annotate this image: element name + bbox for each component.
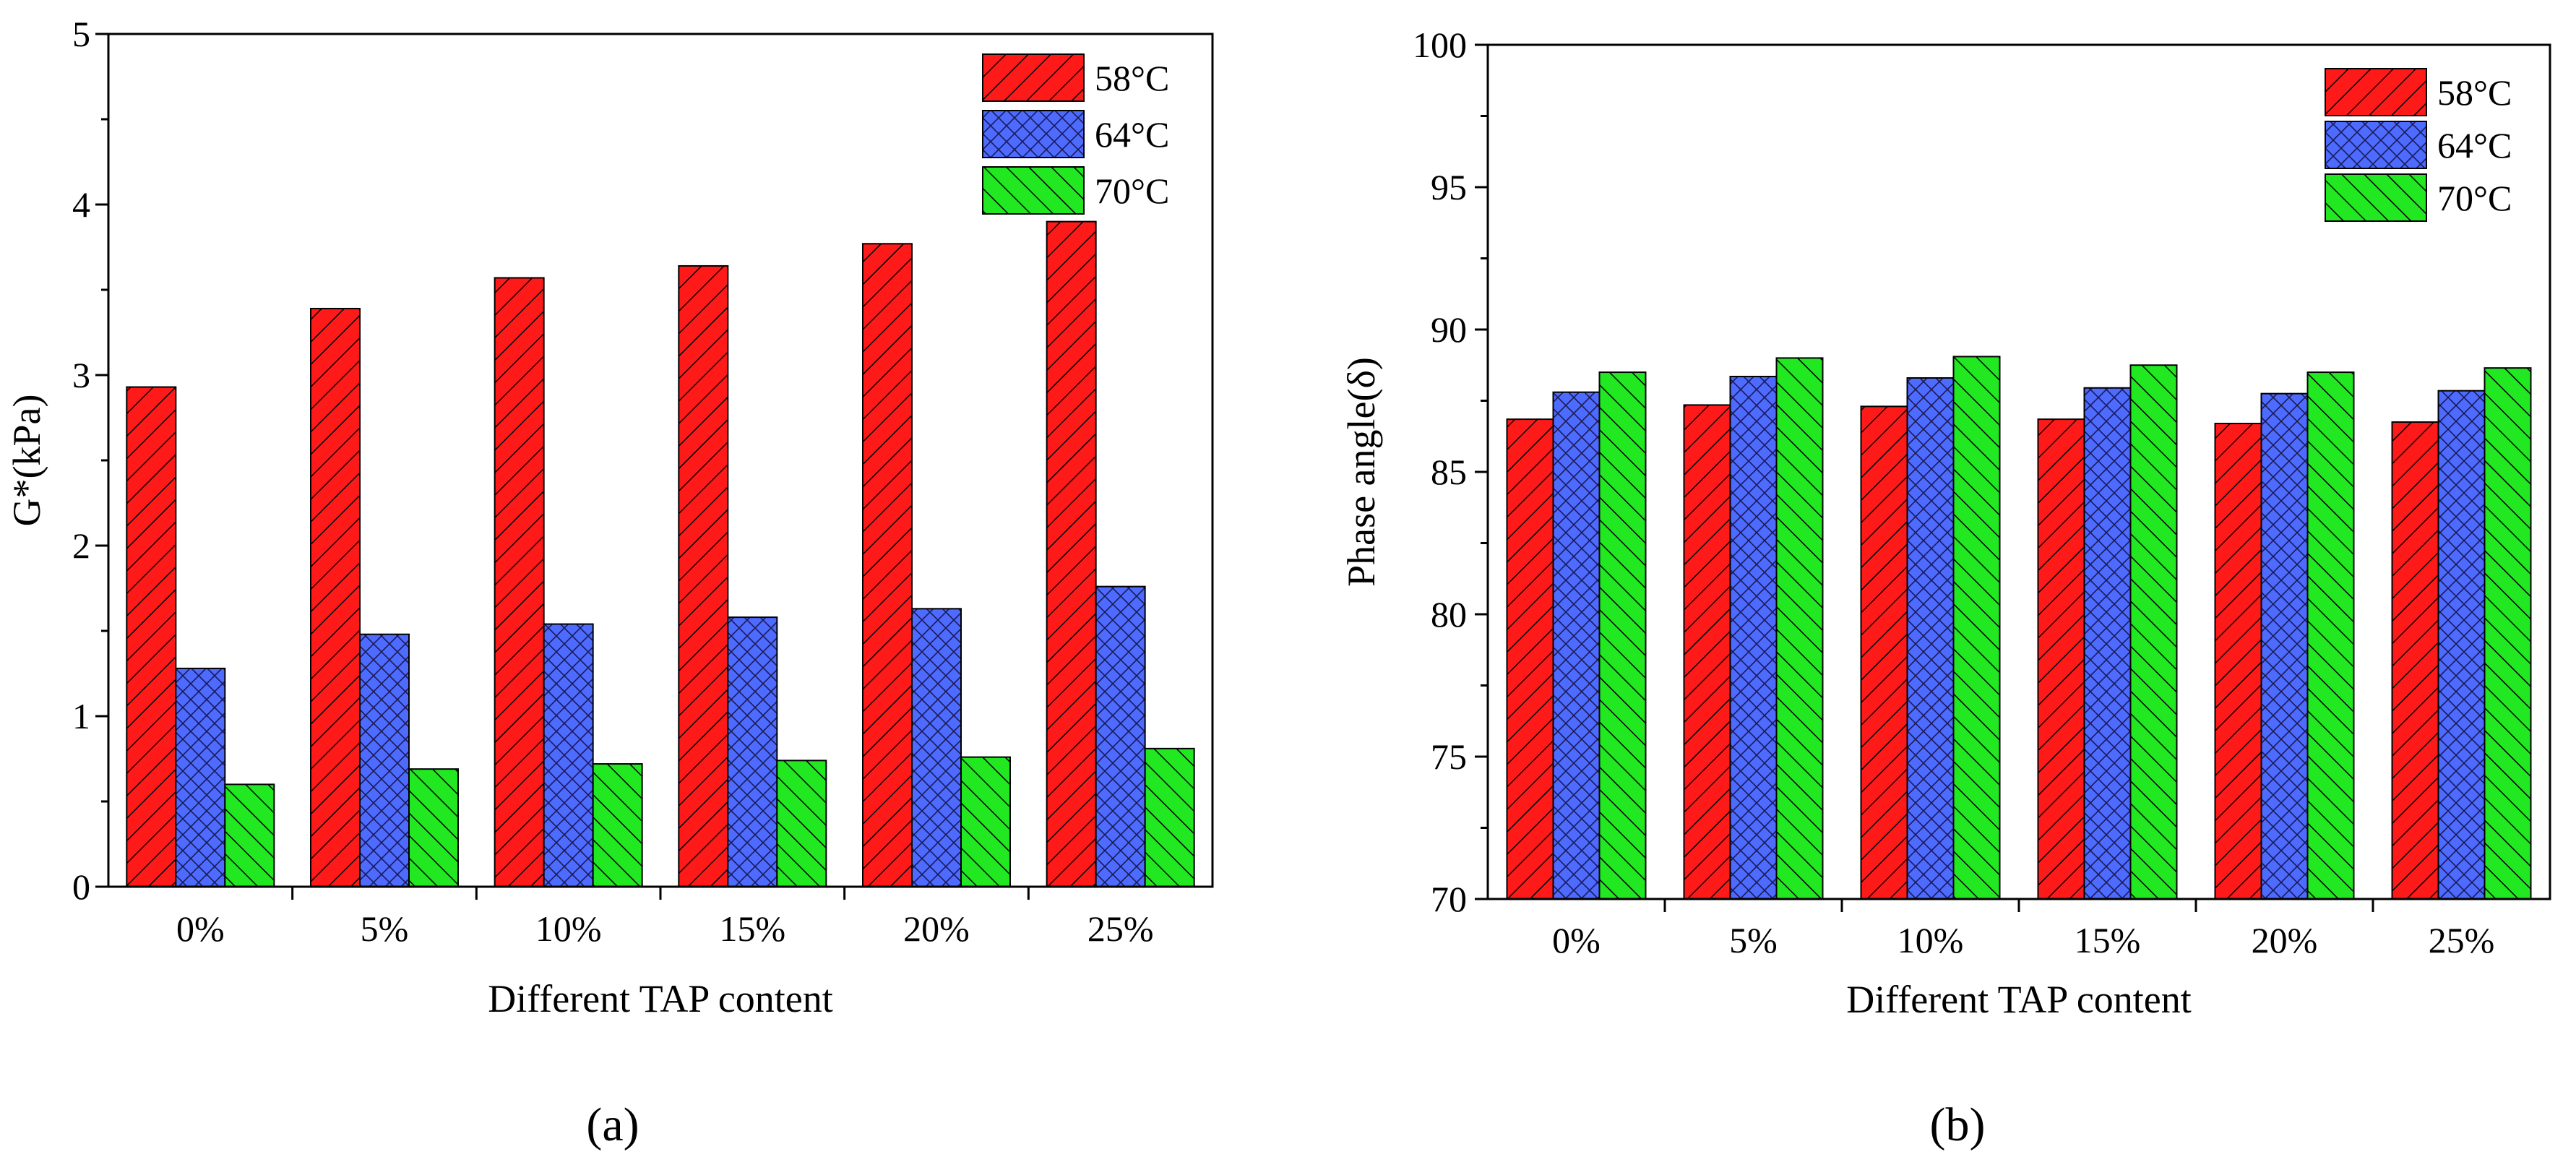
bar-58c-5 [310,307,361,887]
bar-70c-0 [1598,371,1647,900]
panel-label-a: (a) [586,1098,639,1151]
bar-70c-25 [1144,747,1195,887]
bar-64c-0 [1552,391,1601,900]
bar-70c-10 [1952,356,2001,900]
bar-58c-5 [1683,404,1731,900]
bar-70c-15 [776,760,827,887]
plot-frame [1486,43,2551,900]
x-tick-label: 10% [1897,920,1964,960]
bar-58c-25 [2391,421,2439,900]
bar-64c-5 [359,633,410,887]
bar-58c-10 [1860,405,1908,900]
legend-label-70c: 70°C [1095,171,1169,211]
bar-58c-0 [126,386,177,887]
y-tick-label: 3 [72,355,90,395]
bar-70c-25 [2484,367,2532,900]
bar-64c-10 [1906,377,1955,900]
bar-58c-0 [1506,418,1554,900]
bar-64c-10 [543,623,594,887]
y-tick-label: 80 [1431,594,1467,635]
bar-58c-10 [494,277,545,888]
bar-70c-5 [408,768,459,888]
bar-58c-20 [2214,423,2262,900]
y-axis-title: G*(kPa) [5,395,48,527]
x-tick-label: 15% [720,908,786,949]
bar-70c-10 [592,763,643,887]
legend: 58°C 64°C 70°C [982,53,1169,215]
bar-70c-20 [960,756,1011,888]
legend-swatch-70c [982,166,1085,215]
y-tick-label: 90 [1431,309,1467,350]
panel-label-b: (b) [1930,1098,1986,1151]
y-tick-label: 85 [1431,452,1467,492]
legend-swatch-58c [2325,68,2427,116]
bar-58c-25 [1046,220,1097,888]
x-tick-label: 10% [535,908,602,949]
bar-64c-0 [175,667,226,887]
bar-64c-25 [2437,390,2486,900]
x-tick-label: 20% [2252,920,2318,960]
ticks-layer: 0% 5% 10% 15% 20% 25% 0 1 2 3 4 5 [72,14,1153,949]
legend-label-70c: 70°C [2437,178,2512,218]
legend-swatch-58c [982,53,1085,102]
bar-64c-20 [911,608,962,887]
bar-58c-20 [862,243,913,887]
legend-swatch-64c [982,110,1085,158]
x-tick-label: 20% [903,908,970,949]
bar-58c-15 [2037,418,2085,900]
legend-swatch-64c [2325,121,2427,169]
bar-70c-15 [2129,364,2178,900]
bar-58c-15 [678,264,729,887]
x-tick-label: 15% [2075,920,2141,960]
chart-panel-b: 0% 5% 10% 15% 20% 25% 70 75 80 85 90 95 100 Phase an… [1340,25,2551,1151]
y-tick-label: 1 [72,696,90,736]
bars-layer [1506,356,2532,900]
bar-64c-20 [2260,392,2309,900]
x-tick-label: 5% [1729,920,1778,960]
legend-label-64c: 64°C [1095,114,1169,155]
y-axis-title: Phase angle(δ) [1340,357,1383,587]
x-axis-title: Different TAP content [1846,978,2192,1021]
legend-swatch-70c [2325,173,2427,222]
y-tick-label: 100 [1413,25,1467,65]
bar-64c-25 [1095,585,1146,887]
legend-label-58c: 58°C [2437,72,2512,113]
x-axis-title: Different TAP content [488,977,833,1020]
legend-label-64c: 64°C [2437,125,2512,165]
bar-64c-5 [1729,376,1778,900]
bar-70c-0 [224,783,275,888]
y-tick-label: 95 [1431,167,1467,207]
x-tick-label: 25% [1087,908,1154,949]
x-tick-label: 5% [361,908,409,949]
bars-layer [126,220,1195,888]
legend-label-58c: 58°C [1095,58,1169,98]
ticks-layer: 0% 5% 10% 15% 20% 25% 70 75 80 85 90 95 100 [1413,25,2494,960]
bar-70c-5 [1775,357,1824,900]
bar-64c-15 [727,616,778,887]
x-tick-label: 25% [2429,920,2495,960]
bar-70c-20 [2306,371,2355,900]
chart-panel-a: 0% 5% 10% 15% 20% 25% 0 1 2 3 4 5 G*(kPa) Different… [5,14,1214,1151]
y-tick-label: 75 [1431,736,1467,777]
y-tick-label: 0 [72,866,90,907]
x-tick-label: 0% [176,908,225,949]
legend: 58°C 64°C 70°C [2325,68,2512,222]
bar-64c-15 [2083,387,2132,900]
y-tick-label: 70 [1431,879,1467,919]
x-tick-label: 0% [1552,920,1601,960]
y-tick-label: 4 [72,184,90,225]
y-tick-label: 2 [72,525,90,566]
y-tick-label: 5 [72,14,90,54]
